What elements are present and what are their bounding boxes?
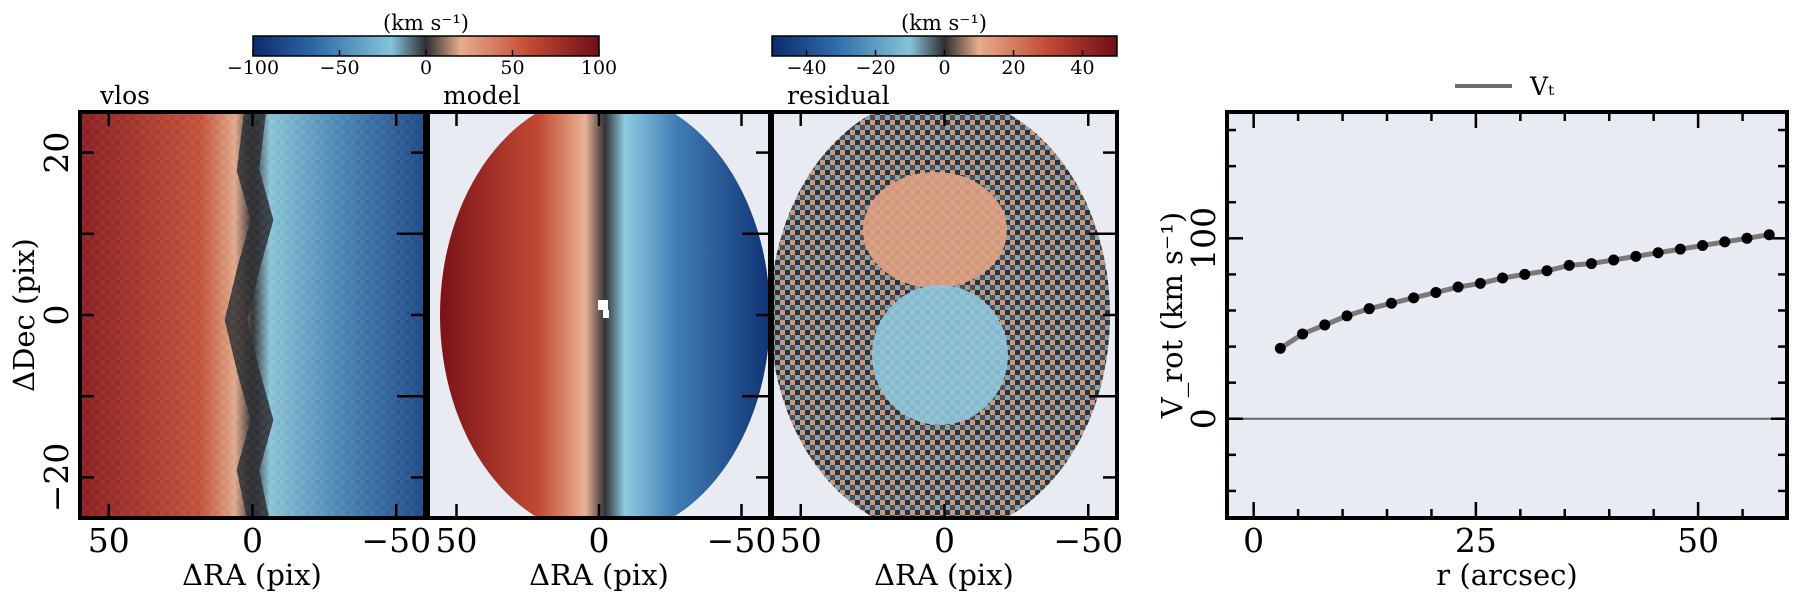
colorbar-residual-ticks: −40 −20 0 20 40 bbox=[786, 50, 1095, 79]
colorbar-residual: (km s⁻¹) −40 −20 0 20 40 bbox=[771, 11, 1118, 79]
colorbar-residual-tick-label: 0 bbox=[938, 57, 950, 79]
rotation-point bbox=[1408, 292, 1420, 304]
colorbar-velocity-tick-label: 100 bbox=[581, 57, 617, 79]
colorbar-velocity-unit: (km s⁻¹) bbox=[383, 11, 469, 35]
panel-residual-title: residual bbox=[787, 81, 890, 110]
residual-positive-blob bbox=[863, 172, 1007, 288]
rotation-ytick-label: 100 bbox=[1184, 207, 1223, 270]
vlos-xtick-label: −50 bbox=[361, 521, 431, 560]
rotation-point bbox=[1319, 319, 1331, 331]
rotation-xtick-label: 0 bbox=[1243, 521, 1264, 560]
colorbar-velocity-tick-label: −100 bbox=[227, 57, 279, 79]
rotation-frame bbox=[1225, 110, 1789, 520]
rotation-ytick-label: 0 bbox=[1184, 408, 1223, 429]
rotation-ticks: 0 25 50 0 100 bbox=[1184, 112, 1787, 560]
rotation-point bbox=[1585, 258, 1597, 270]
panel-vlos-xlabel: ΔRA (pix) bbox=[182, 558, 322, 592]
model-xtick-label: 50 bbox=[436, 521, 478, 560]
panel-rotation-curve: 0 25 50 0 100 Vₜ r (arcsec) V_rot (km s⁻¹) bbox=[1155, 72, 1789, 592]
rotation-curve-points bbox=[1274, 229, 1775, 354]
vlos-ytick-label: 20 bbox=[37, 132, 76, 174]
rotation-point bbox=[1497, 272, 1509, 284]
rotation-plot-area bbox=[1227, 112, 1787, 518]
panel-residual: residual 50 0 −50 ΔRA (pix) bbox=[770, 81, 1123, 592]
vlos-xtick-label: 50 bbox=[88, 521, 130, 560]
vlos-xtick-label: 0 bbox=[242, 521, 263, 560]
residual-xtick-label: 50 bbox=[780, 521, 822, 560]
rotation-point bbox=[1341, 310, 1353, 322]
rotation-point bbox=[1541, 265, 1553, 277]
colorbar-residual-tick-label: −40 bbox=[786, 57, 826, 79]
colorbar-velocity-tick-label: −50 bbox=[319, 57, 359, 79]
panel-vlos-title: vlos bbox=[99, 81, 150, 110]
colorbar-residual-unit: (km s⁻¹) bbox=[901, 11, 987, 35]
colorbar-residual-tick-label: 40 bbox=[1070, 57, 1094, 79]
residual-negative-blob bbox=[872, 285, 1008, 425]
panel-vlos-ylabel: ΔDec (pix) bbox=[7, 238, 41, 392]
colorbar-velocity: (km s⁻¹) −100 −50 0 50 100 bbox=[227, 11, 617, 79]
vlos-noise bbox=[80, 112, 425, 518]
legend-label: Vₜ bbox=[1529, 72, 1555, 101]
model-xtick-label: −50 bbox=[707, 521, 777, 560]
rotation-point bbox=[1719, 236, 1731, 248]
colorbar-velocity-ticks: −100 −50 0 50 100 bbox=[227, 50, 617, 79]
rotation-xlabel: r (arcsec) bbox=[1436, 558, 1577, 592]
rotation-ylabel: V_rot (km s⁻¹) bbox=[1155, 212, 1190, 419]
panel-residual-xlabel: ΔRA (pix) bbox=[874, 558, 1014, 592]
rotation-point bbox=[1452, 281, 1464, 293]
model-center-hole bbox=[598, 300, 609, 318]
rotation-point bbox=[1697, 240, 1709, 252]
rotation-xtick-label: 50 bbox=[1677, 521, 1719, 560]
rotation-point bbox=[1608, 254, 1620, 266]
rotation-point bbox=[1363, 303, 1375, 315]
rotation-point bbox=[1630, 250, 1642, 262]
rotation-point bbox=[1652, 247, 1664, 259]
rotation-xtick-label: 25 bbox=[1455, 521, 1497, 560]
residual-xtick-label: −50 bbox=[1053, 521, 1123, 560]
panel-vlos: vlos 50 0 −50 20 0 −20 ΔRA (pix) ΔDec (pix) bbox=[7, 81, 431, 592]
rotation-legend: Vₜ bbox=[1455, 72, 1555, 101]
panel-residual-ticks: 50 0 −50 bbox=[780, 112, 1123, 560]
panel-vlos-ticks: 50 0 −50 20 0 −20 bbox=[37, 112, 431, 560]
rotation-point bbox=[1674, 243, 1686, 255]
colorbar-residual-tick-label: 20 bbox=[1001, 57, 1025, 79]
residual-xtick-label: 0 bbox=[934, 521, 955, 560]
vlos-ytick-label: 0 bbox=[37, 305, 76, 326]
colorbar-velocity-tick-label: 0 bbox=[420, 57, 432, 79]
rotation-point bbox=[1474, 277, 1486, 289]
rotation-point bbox=[1297, 328, 1309, 340]
rotation-point bbox=[1741, 232, 1753, 244]
rotation-point bbox=[1274, 342, 1286, 354]
rotation-point bbox=[1519, 268, 1531, 280]
panel-model: model 50 0 −50 ΔRA (pix) bbox=[426, 81, 777, 592]
panel-model-ticks: 50 0 −50 bbox=[436, 112, 777, 560]
panel-model-title: model bbox=[443, 81, 521, 110]
panel-model-xlabel: ΔRA (pix) bbox=[529, 558, 669, 592]
rotation-point bbox=[1563, 259, 1575, 271]
colorbar-residual-tick-label: −20 bbox=[855, 57, 895, 79]
colorbar-velocity-tick-label: 50 bbox=[500, 57, 524, 79]
rotation-point bbox=[1385, 297, 1397, 309]
vlos-ytick-label: −20 bbox=[37, 443, 76, 513]
model-xtick-label: 0 bbox=[589, 521, 610, 560]
rotation-point bbox=[1430, 286, 1442, 298]
